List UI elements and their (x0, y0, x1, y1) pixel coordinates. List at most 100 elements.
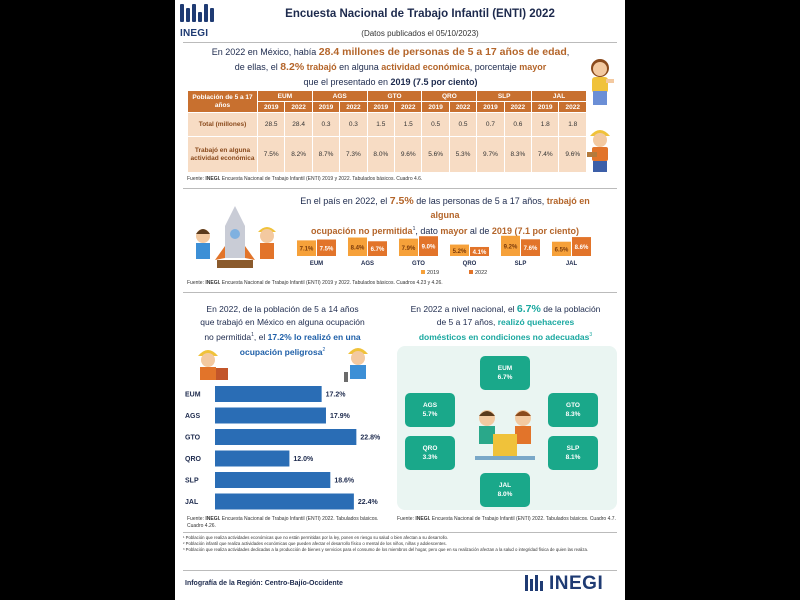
entity-box-gto: GTO 8.3% (548, 393, 598, 427)
table-year-header: 2019 (311, 101, 341, 113)
bar-ags (215, 407, 326, 424)
table-cell: 0.3 (339, 112, 368, 137)
table-cell: 9.6% (558, 136, 587, 173)
table-cell: 0.3 (311, 112, 341, 137)
bar-2019-eum (297, 240, 316, 256)
bar-2019-ags (348, 237, 367, 256)
table-cell: 8.2% (284, 136, 313, 173)
bar-value-label: 8.4% (351, 245, 365, 251)
section1-statement: En 2022 en México, había 28.4 millones d… (211, 46, 570, 87)
table-cell: 8.0% (366, 136, 396, 173)
table-cell: 7.4% (531, 136, 560, 173)
bar-2022-jal (572, 237, 591, 256)
category-label: JAL (185, 499, 199, 506)
bar-value-label: 9.0% (422, 245, 436, 251)
entity-box-jal: JAL 8.0% (480, 473, 530, 507)
category-label: QRO (185, 456, 202, 463)
section4-statement: En 2022 a nivel nacional, el 6.7% de la … (410, 303, 601, 342)
table-cell: 0.7 (476, 112, 505, 137)
legend-swatch (421, 270, 425, 274)
not-permitted-occupation-chart: 7.1% 7.5% EUM 8.4% 6.7% AGS 7.9% 9.0% GTO 5.2% 4.1… (297, 235, 591, 276)
worker-boy-illustration (198, 350, 228, 380)
table-entity-header: AGS (311, 90, 368, 102)
footnotes: ¹ Población que realiza actividades econ… (183, 535, 618, 554)
bar-2019-slp (501, 235, 520, 256)
region-label: Infografía de la Región: Centro-Bajío-Oc… (185, 580, 343, 587)
category-label: GTO (185, 435, 201, 442)
table-row-label: Trabajó en alguna actividad económica (187, 136, 258, 173)
table-entity-header: GTO (366, 90, 423, 102)
category-label: QRO (463, 261, 477, 267)
bar-value-label: 17.9% (330, 413, 351, 420)
worker-child-illustration (585, 130, 610, 172)
bar-value-label: 5.2% (453, 249, 467, 255)
bar-value-label: 8.6% (575, 245, 589, 251)
bar-value-label: 7.5% (320, 246, 334, 252)
table-entity-header: EUM (257, 90, 313, 102)
table-row: Trabajó en alguna actividad económica 7.… (187, 136, 587, 173)
table-year-header: 2019 (421, 101, 450, 113)
bar-value-label: 22.8% (360, 435, 381, 442)
table-cell: 28.5 (256, 112, 286, 137)
rocket-kids-illustration (196, 206, 276, 268)
infographic-page: INEGI Encuesta Nacional de Trabajo Infan… (175, 0, 625, 600)
footnote: ² Población infantil que realiza activid… (183, 541, 447, 547)
bar-value-label: 7.6% (524, 246, 538, 252)
legend-label: 2019 (427, 270, 439, 276)
table-cell: 9.6% (394, 136, 423, 173)
category-label: EUM (185, 392, 201, 399)
inegi-logo-footer: INEGI (525, 573, 620, 595)
source-note: Fuente: INEGI. Encuesta Nacional de Trab… (187, 516, 379, 529)
footnote: ³ Población que realiza actividades dedi… (183, 547, 589, 553)
bar-value-label: 7.1% (300, 247, 314, 253)
table-year-header: 2019 (531, 101, 560, 113)
bar-gto (215, 429, 357, 445)
category-label: SLP (185, 478, 199, 485)
table-cell: 0.5 (421, 112, 450, 137)
table-cell: 1.5 (394, 112, 423, 137)
entity-box-ags: AGS 5.7% (405, 393, 455, 427)
bar-value-label: 18.6% (334, 478, 355, 485)
table-year-header: 2019 (256, 101, 286, 113)
bar-2022-eum (317, 239, 336, 256)
bar-2019-gto (399, 238, 418, 256)
category-label: EUM (310, 261, 323, 267)
inegi-logo: INEGI (180, 4, 216, 39)
table-cell: 9.7% (476, 136, 505, 173)
entity-box-qro: QRO 3.3% (405, 436, 455, 470)
bar-value-label: 6.7% (371, 247, 385, 253)
footer-divider (183, 570, 617, 571)
table-cell: 8.3% (503, 136, 533, 173)
logo-word: INEGI (549, 573, 604, 594)
table-cell: 7.5% (256, 136, 286, 173)
table-cell: 28.4 (284, 112, 313, 137)
bar-2022-gto (419, 236, 438, 256)
category-label: SLP (515, 261, 527, 267)
table-entity-header: SLP (476, 90, 533, 102)
category-label: JAL (566, 261, 578, 267)
table-entity-header: JAL (531, 90, 587, 102)
bar-value-label: 4.1% (473, 250, 487, 256)
table-cell: 1.8 (558, 112, 587, 137)
bar-2019-qro (450, 244, 469, 256)
table-year-header: 2022 (503, 101, 533, 113)
source-note: Fuente: INEGI. Encuesta Nacional de Trab… (187, 280, 443, 286)
table-year-header: 2022 (339, 101, 368, 113)
section-divider (183, 292, 617, 293)
bar-value-label: 17.2% (326, 392, 347, 399)
table-row-label: Total (millones) (187, 112, 258, 137)
table-row: Total (millones) 28.5 28.4 0.3 0.3 1.5 1… (187, 112, 587, 137)
table-year-header: 2019 (476, 101, 505, 113)
section2-statement: En el país en 2022, el 7.5% de las perso… (300, 195, 590, 236)
table-cell: 5.6% (421, 136, 450, 173)
bar-2019-jal (552, 241, 571, 256)
table-year-header: 2022 (284, 101, 313, 113)
page-subtitle: (Datos publicados el 05/10/2023) (361, 29, 479, 38)
logo-grid-icon (180, 4, 216, 26)
girl-illustration (591, 59, 614, 105)
category-label: AGS (185, 413, 201, 420)
table-year-header: 2022 (394, 101, 423, 113)
table-cell: 8.7% (311, 136, 341, 173)
bar-2022-qro (470, 246, 489, 256)
table-corner-label: Población de 5 a 17 años (187, 90, 258, 113)
